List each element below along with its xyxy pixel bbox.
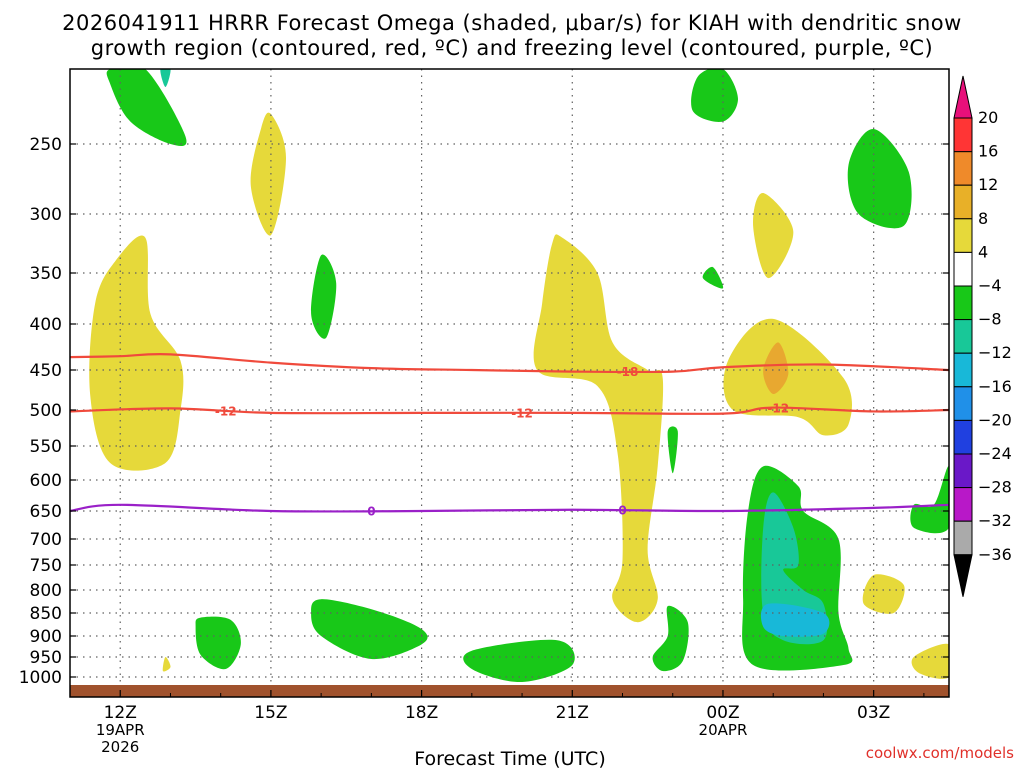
colorbar-label: −12 [978, 343, 1012, 362]
grid-lines [70, 69, 949, 697]
contour-label-minus18: -18 [617, 365, 639, 379]
x-tick-label: 03Z [857, 703, 890, 723]
omega-region-sink-mid-01z-orange [763, 342, 789, 395]
contour-label-freezing: 0 [367, 505, 375, 519]
colorbar-swatch [953, 218, 973, 253]
y-tick-label: 850 [30, 604, 62, 624]
contour-label-minus12: -12 [767, 401, 789, 415]
y-tick-label: 950 [30, 648, 62, 668]
colorbar-swatch [953, 487, 973, 522]
omega-region-ascent-mid-16z [311, 254, 337, 339]
colorbar-label: 12 [978, 175, 998, 194]
omega-region-sink-left-column [89, 235, 184, 471]
colorbar-swatch-top [953, 117, 973, 153]
colorbar-label: −8 [978, 310, 1002, 329]
colorbar-label: 16 [978, 142, 998, 161]
x-tick-date: 20APR [699, 721, 748, 739]
y-tick-label: 600 [30, 471, 62, 491]
y-tick-label: 450 [30, 361, 62, 381]
colorbar-label: 4 [978, 242, 988, 261]
y-axis-ticks: 250 300 350 400 450 500 550 600 650 700 750 800 850 9… [19, 135, 949, 688]
x-tick-date: 19APR [96, 721, 145, 739]
colorbar-label: 20 [978, 108, 998, 127]
colorbar-label: −24 [978, 444, 1012, 463]
y-tick-label: 250 [30, 135, 62, 155]
colorbar-bottom-arrow [953, 554, 973, 597]
x-tick-label: 00Z [706, 703, 739, 723]
y-tick-label: 900 [30, 627, 62, 647]
colorbar-label: −16 [978, 377, 1012, 396]
credit-text: coolwx.com/models [866, 744, 1014, 762]
colorbar: 20 16 12 8 4 −4 −8 −12 −16 −20 −24 −28 −32 −36 [953, 75, 1012, 597]
omega-region-sink-low-right [911, 643, 949, 679]
x-tick-label: 18Z [405, 703, 438, 723]
omega-region-ascent-small-2230 [667, 426, 678, 474]
omega-region-ascent-low-20z [463, 639, 575, 683]
x-tick-year: 2026 [101, 738, 139, 756]
omega-region-sink-mid-01z [723, 318, 853, 436]
y-tick-label: 700 [30, 530, 62, 550]
colorbar-swatch [953, 453, 973, 489]
contour-line-minus18 [69, 353, 950, 374]
colorbar-label: 8 [978, 209, 988, 228]
y-tick-label: 800 [30, 581, 62, 601]
omega-region-sink-tiny-13z [162, 656, 171, 672]
x-axis-title: Forecast Time (UTC) [414, 748, 605, 768]
y-tick-label: 300 [30, 205, 62, 225]
omega-region-ascent-low-14z [195, 616, 241, 670]
contour-label-freezing: 0 [618, 504, 626, 518]
omega-region-ascent-upper-2330 [702, 266, 724, 289]
omega-shaded-regions [89, 69, 949, 683]
colorbar-swatch [953, 184, 973, 220]
y-tick-label: 650 [30, 502, 62, 522]
omega-region-ascent-top-left-green [106, 69, 187, 147]
chart-title-line2: growth region (contoured, red, ºC) and f… [91, 36, 934, 60]
omega-region-ascent-top-left-teal [160, 69, 171, 87]
contour-label-minus12: -12 [215, 404, 237, 418]
colorbar-label: −28 [978, 478, 1012, 497]
ground-surface [70, 685, 949, 697]
y-tick-label: 400 [30, 315, 62, 335]
omega-region-sink-21z-column [533, 234, 664, 623]
colorbar-swatch [953, 251, 973, 287]
omega-region-sink-upper-15z [250, 112, 286, 236]
x-tick-label: 12Z [104, 703, 137, 723]
y-tick-label: 550 [30, 437, 62, 457]
temperature-contours: -18 -12 -12 -12 0 0 [69, 353, 950, 519]
x-tick-label: 15Z [254, 703, 287, 723]
colorbar-swatch [953, 285, 973, 321]
y-tick-label: 1000 [19, 668, 62, 688]
plot-frame [69, 68, 950, 698]
omega-region-ascent-low-2330 [652, 605, 689, 672]
y-tick-label: 350 [30, 264, 62, 284]
contour-line-minus12 [69, 406, 950, 415]
colorbar-label: −32 [978, 511, 1012, 530]
colorbar-swatch [953, 151, 973, 186]
omega-region-ascent-upper-03z [847, 128, 912, 229]
y-tick-label: 500 [30, 401, 62, 421]
omega-region-ascent-upper-00z [691, 69, 738, 122]
colorbar-swatch [953, 319, 973, 354]
omega-region-sink-upper-01z [753, 192, 794, 279]
y-tick-label: 750 [30, 556, 62, 576]
chart-title-line1: 2026041911 HRRR Forecast Omega (shaded, … [62, 11, 962, 35]
colorbar-swatch [953, 419, 973, 455]
ground-strip [70, 685, 949, 697]
omega-region-ascent-low-17z [311, 599, 428, 660]
colorbar-swatch [953, 386, 973, 421]
contour-line-freezing [69, 503, 950, 513]
omega-region-ascent-right-edge [910, 466, 949, 534]
colorbar-top-arrow [953, 75, 973, 119]
colorbar-swatch [953, 352, 973, 388]
colorbar-label: −36 [978, 545, 1012, 564]
colorbar-swatch [953, 520, 973, 556]
omega-region-sink-low-03z [862, 574, 905, 614]
colorbar-label: −20 [978, 410, 1012, 429]
x-tick-label: 21Z [556, 703, 589, 723]
omega-region-ascent-low-01z-cyan [760, 603, 830, 637]
contour-label-minus12: -12 [511, 406, 533, 420]
colorbar-label: −4 [978, 276, 1002, 295]
